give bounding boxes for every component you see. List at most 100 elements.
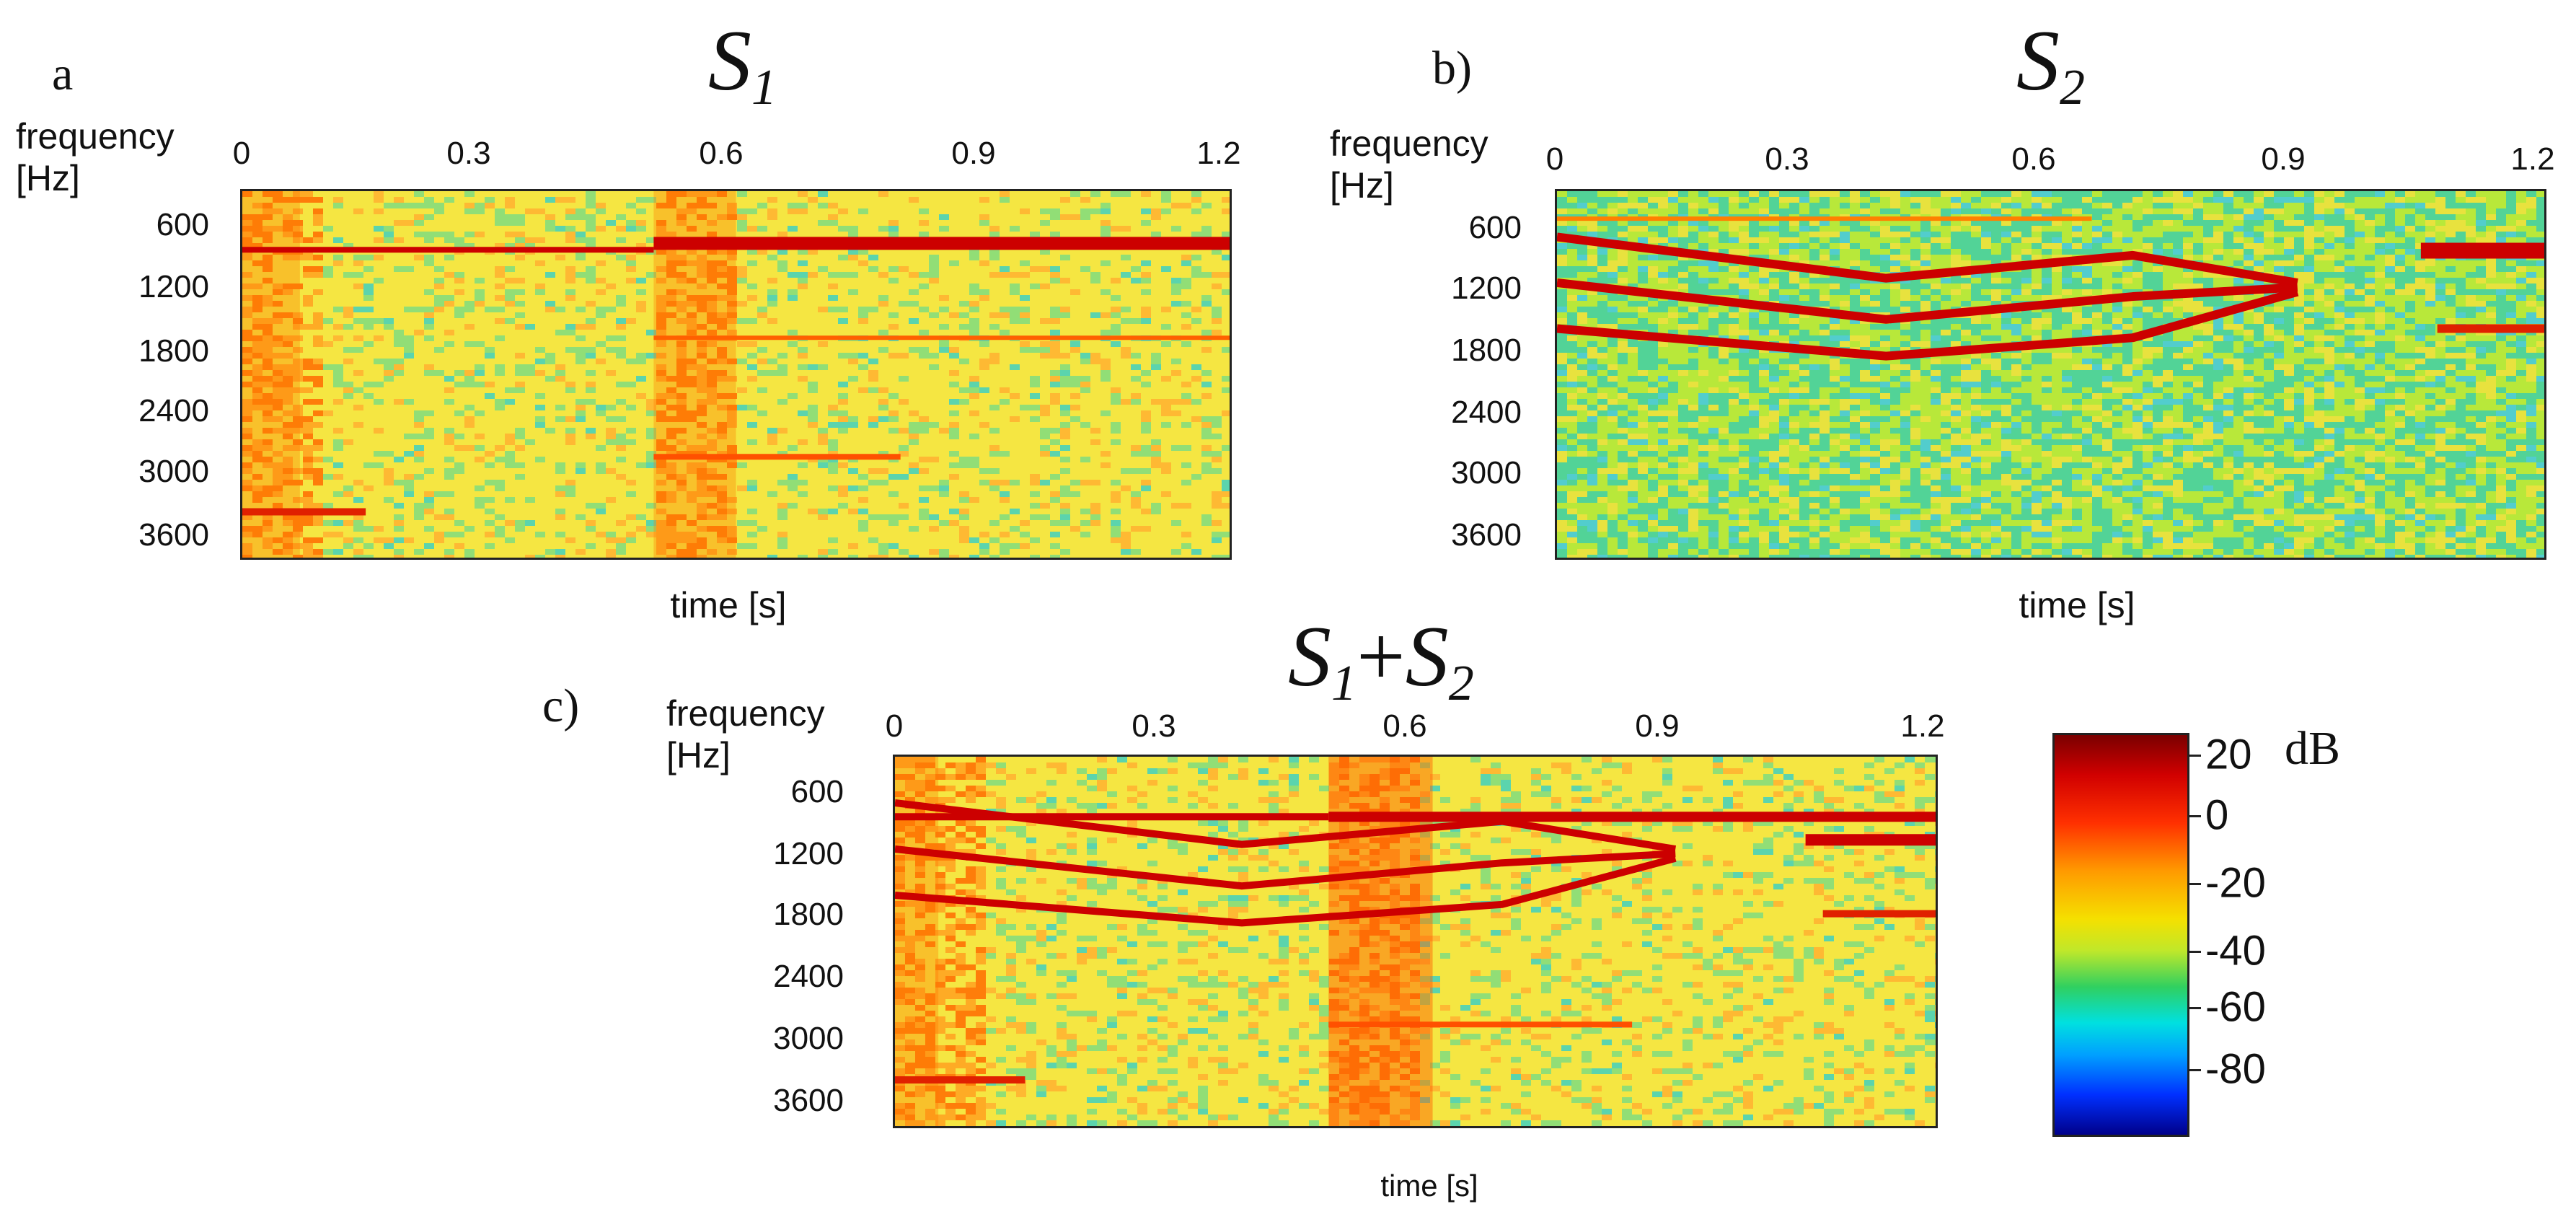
spectrogram-cell (2486, 347, 2496, 353)
spectrogram-cell (2355, 376, 2365, 382)
spectrogram-cell (1769, 324, 1779, 330)
spectrogram-cell (1789, 434, 1799, 439)
spectrogram-cell (2496, 451, 2506, 457)
spectrogram-cell (2516, 289, 2526, 295)
spectrogram-cell (1900, 359, 1910, 364)
spectrogram-cell (252, 324, 263, 330)
spectrogram-cell (1658, 197, 1668, 203)
spectrogram-cell (293, 359, 303, 364)
spectrogram-cell (2102, 410, 2112, 416)
spectrogram-cell (404, 491, 414, 497)
spectrogram-cell (2314, 278, 2324, 283)
spectrogram-cell (1971, 399, 1981, 405)
spectrogram-cell (2355, 278, 2365, 283)
spectrogram-cell (1638, 266, 1648, 272)
spectrogram-cell (252, 364, 263, 370)
spectrogram-cell (2486, 289, 2496, 295)
spectrogram-cell (515, 370, 525, 376)
spectrogram-cell (878, 387, 888, 393)
spectrogram-cell (909, 289, 919, 295)
spectrogram-cell (293, 480, 303, 485)
spectrogram-cell (2536, 220, 2544, 226)
spectrogram-cell (242, 214, 252, 220)
spectrogram-cell (737, 341, 747, 347)
spectrogram-cell (1577, 203, 1587, 208)
spectrogram-cell (1941, 278, 1951, 283)
spectrogram-cell (252, 497, 263, 503)
spectrogram-cell (1100, 462, 1111, 468)
spectrogram-cell (2254, 312, 2264, 318)
spectrogram-cell (1920, 416, 1931, 422)
spectrogram-cell (969, 457, 979, 462)
spectrogram-cell (1819, 220, 1830, 226)
spectrogram-cell (1040, 249, 1050, 255)
spectrogram-cell (2153, 422, 2163, 428)
spectrogram-cell (586, 387, 596, 393)
spectrogram-cell (2102, 260, 2112, 266)
spectrogram-cell (707, 526, 717, 532)
spectrogram-cell (2072, 318, 2082, 324)
spectrogram-cell (2011, 237, 2021, 243)
spectrogram-cell (404, 434, 414, 439)
spectrogram-cell (2536, 376, 2544, 382)
spectrogram-cell (1212, 272, 1222, 278)
spectrogram-cell (788, 341, 798, 347)
spectrogram-cell (363, 341, 374, 347)
spectrogram-cell (1769, 376, 1779, 382)
spectrogram-cell (1050, 532, 1060, 537)
spectrogram-cell (242, 359, 252, 364)
spectrogram-cell (656, 532, 666, 537)
spectrogram-cell (848, 226, 858, 232)
spectrogram-cell (273, 208, 283, 214)
spectrogram-cell (1131, 399, 1141, 405)
spectrogram-cell (1920, 324, 1931, 330)
spectrogram-cell (1890, 266, 1900, 272)
spectrogram-cell (2486, 232, 2496, 237)
xtick: 1.2 (2510, 141, 2555, 177)
spectrogram-cell (323, 318, 333, 324)
spectrogram-cell (2506, 203, 2516, 208)
spectrogram-cell (2294, 197, 2304, 203)
spectrogram-cell (959, 491, 969, 497)
spectrogram-cell (2042, 289, 2052, 295)
spectrogram-cell (2345, 243, 2355, 249)
spectrogram-cell (1658, 416, 1668, 422)
spectrogram-cell (2304, 208, 2314, 214)
spectrogram-cell (1020, 318, 1030, 324)
spectrogram-cell (2244, 341, 2254, 347)
spectrogram-cell (1870, 451, 1880, 457)
spectrogram-cell (697, 347, 707, 353)
spectrogram-cell (1100, 203, 1111, 208)
spectrogram-cell (1050, 370, 1060, 376)
spectrogram-cell (1971, 295, 1981, 301)
spectrogram-cell (303, 543, 313, 549)
spectrogram-cell (2334, 324, 2345, 330)
spectrogram-cell (2314, 335, 2324, 341)
spectrogram-cell (1789, 405, 1799, 410)
spectrogram-cell (2173, 214, 2183, 220)
spectrogram-cell (2143, 364, 2153, 370)
spectrogram-cell (1618, 405, 1628, 410)
spectrogram-cell (666, 416, 676, 422)
spectrogram-cell (1739, 347, 1749, 353)
spectrogram-cell (2102, 191, 2112, 197)
spectrogram-cell (2506, 416, 2516, 422)
spectrogram-cell (242, 307, 252, 312)
spectrogram-cell (2264, 197, 2274, 203)
spectrogram-cell (505, 439, 515, 445)
spectrogram-cell (2264, 347, 2274, 353)
spectrogram-cell (1080, 353, 1090, 359)
spectrogram-cell (1890, 226, 1900, 232)
spectrogram-cell (2334, 226, 2345, 232)
spectrogram-cell (414, 514, 424, 520)
spectrogram-cell (2456, 347, 2466, 353)
spectrogram-cell (1212, 312, 1222, 318)
spectrogram-cell (2122, 324, 2132, 330)
spectrogram-cell (606, 283, 616, 289)
spectrogram-cell (323, 272, 333, 278)
spectrogram-cell (707, 503, 717, 509)
spectrogram-cell (596, 208, 606, 214)
spectrogram-cell (2173, 422, 2183, 428)
spectrogram-cell (2042, 249, 2052, 255)
spectrogram-cell (2122, 359, 2132, 364)
